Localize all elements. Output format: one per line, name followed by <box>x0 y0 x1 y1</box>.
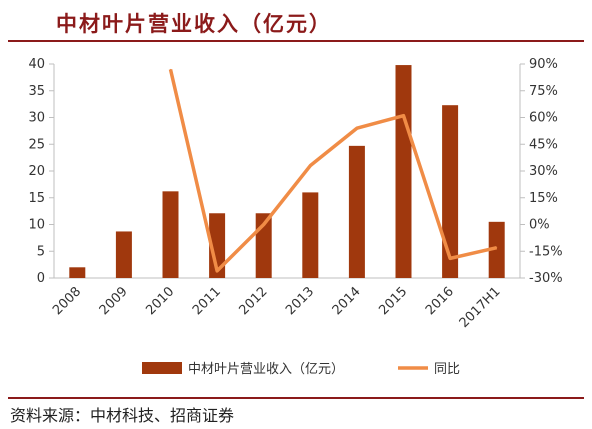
right-tick-label: 0% <box>529 218 550 233</box>
x-tick-label: 2009 <box>97 284 131 318</box>
yoy-point <box>309 165 311 167</box>
right-tick-label: 15% <box>529 191 558 206</box>
source-note: 资料来源：中材科技、招商证券 <box>10 406 235 425</box>
yoy-point <box>496 247 498 249</box>
yoy-line <box>168 68 498 273</box>
legend-bar-swatch <box>142 362 182 374</box>
right-tick-label: 60% <box>529 111 558 126</box>
line-series <box>168 68 498 273</box>
legend-line-label: 同比 <box>434 362 460 377</box>
right-tick-label: -30% <box>529 271 563 286</box>
bar <box>69 267 86 278</box>
left-tick-label: 30 <box>28 111 45 126</box>
left-tick-label: 35 <box>28 84 45 99</box>
yoy-point <box>403 115 404 117</box>
left-tick-label: 0 <box>37 271 45 286</box>
x-axis-ticks: 2008 2009 2010 2011 2012 2013 2014 2015 2016 2017… <box>50 284 503 331</box>
right-axis-ticks: -30% -15% 0% 15% 30% 45% 60% 75% 90% <box>520 57 563 286</box>
bar <box>115 231 132 278</box>
right-tick-label: 30% <box>529 164 558 179</box>
x-tick-label: 2008 <box>50 284 84 318</box>
yoy-point <box>170 68 171 70</box>
bar <box>302 192 319 278</box>
x-tick-label: 2017H1 <box>457 284 504 331</box>
x-tick-label: 2014 <box>330 284 364 318</box>
right-tick-label: -15% <box>529 244 563 259</box>
x-tick-label: 2010 <box>143 284 177 318</box>
left-axis-ticks: 0 5 10 15 20 25 30 35 40 <box>28 57 54 286</box>
bar <box>209 213 226 278</box>
bar <box>488 221 505 278</box>
yoy-point <box>216 270 218 272</box>
left-tick-label: 15 <box>28 191 45 206</box>
legend: 中材叶片营业收入（亿元） 同比 <box>142 362 460 377</box>
title-divider <box>8 40 584 42</box>
left-tick-label: 40 <box>28 57 45 72</box>
bar <box>395 65 412 278</box>
yoy-point <box>449 257 451 259</box>
x-tick-label: 2013 <box>283 284 317 318</box>
left-tick-label: 20 <box>28 164 45 179</box>
yoy-point <box>263 224 265 225</box>
left-tick-label: 25 <box>28 137 45 152</box>
x-tick-label: 2015 <box>376 284 410 318</box>
right-tick-label: 90% <box>529 57 558 72</box>
x-tick-label: 2016 <box>423 284 457 318</box>
left-tick-label: 5 <box>37 244 45 259</box>
right-tick-label: 75% <box>529 84 558 99</box>
left-tick-label: 10 <box>28 218 45 233</box>
legend-bar-label: 中材叶片营业收入（亿元） <box>188 362 344 377</box>
bar <box>348 145 365 278</box>
yoy-point <box>356 127 358 129</box>
x-tick-label: 2012 <box>237 284 271 318</box>
bar <box>442 105 459 278</box>
bar <box>162 191 179 278</box>
chart-title: 中材叶片营业收入（亿元） <box>56 11 332 36</box>
bar-series <box>69 65 505 278</box>
x-tick-label: 2011 <box>190 284 224 318</box>
right-tick-label: 45% <box>529 137 558 152</box>
footer-divider <box>8 397 584 399</box>
chart: 2008 2009 2010 2011 2012 2013 2014 2015 2016 2017… <box>28 57 563 377</box>
